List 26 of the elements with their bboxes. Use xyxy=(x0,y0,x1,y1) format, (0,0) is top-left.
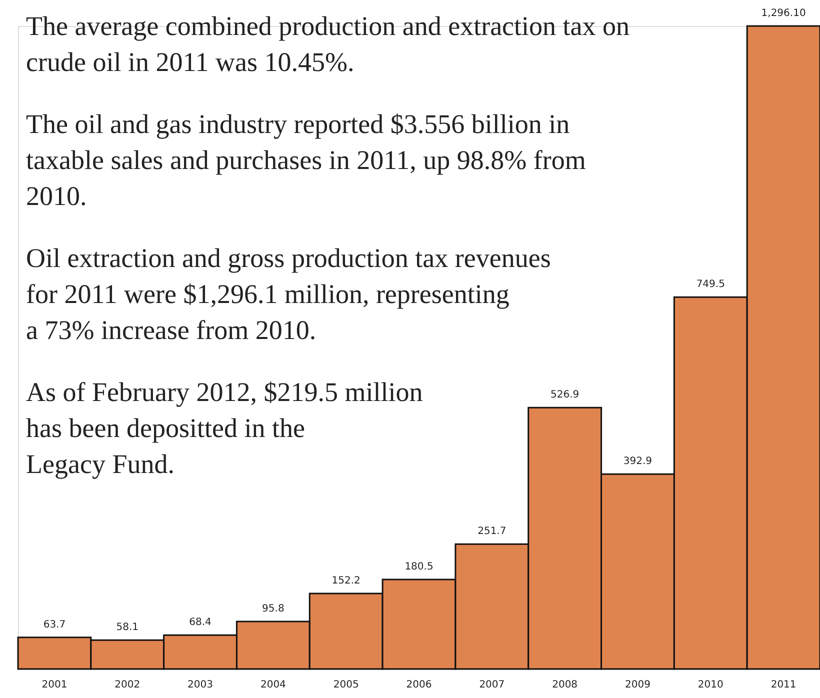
data-label: 749.5 xyxy=(696,279,725,290)
x-tick-label: 2010 xyxy=(698,680,724,690)
x-tick-label: 2008 xyxy=(552,680,578,690)
annotation: The average combined production and extraction tax on crude oil in 2011 was 10.45%. xyxy=(26,11,630,77)
data-label: 68.4 xyxy=(189,617,212,628)
x-tick-label: 2006 xyxy=(406,680,432,690)
x-tick-label: 2011 xyxy=(770,680,796,690)
data-label: 526.9 xyxy=(550,390,580,401)
x-tick-label: 2005 xyxy=(333,680,359,690)
x-tick-label: 2009 xyxy=(625,680,650,690)
data-label: 95.8 xyxy=(262,603,284,614)
x-tick-label: 2002 xyxy=(114,680,140,690)
data-label: 180.5 xyxy=(404,561,434,572)
data-label: 152.2 xyxy=(332,575,360,586)
data-label: 63.7 xyxy=(43,619,66,630)
x-tick-label: 2003 xyxy=(188,680,213,690)
data-label: 58.1 xyxy=(116,622,138,634)
x-tick-label: 2004 xyxy=(260,680,286,690)
x-tick-label: 2007 xyxy=(479,680,505,690)
data-label: 1,296.10 xyxy=(761,8,806,19)
data-label: 392.9 xyxy=(623,456,652,468)
x-tick-label: 2001 xyxy=(42,680,68,690)
annotation: The oil and gas industry reported $3.556 billion in taxable sales and purchases in 2011, up 98.8% from 2010. xyxy=(26,109,586,211)
data-label: 251.7 xyxy=(478,526,506,538)
annotation: Oil extraction and gross production tax revenues for 2011 were $1,296.1 million, representing a 73% increase from 2010. xyxy=(26,243,551,345)
annotation: As of February 2012, $219.5 million has been depositted in the Legacy Fund. xyxy=(26,377,424,479)
